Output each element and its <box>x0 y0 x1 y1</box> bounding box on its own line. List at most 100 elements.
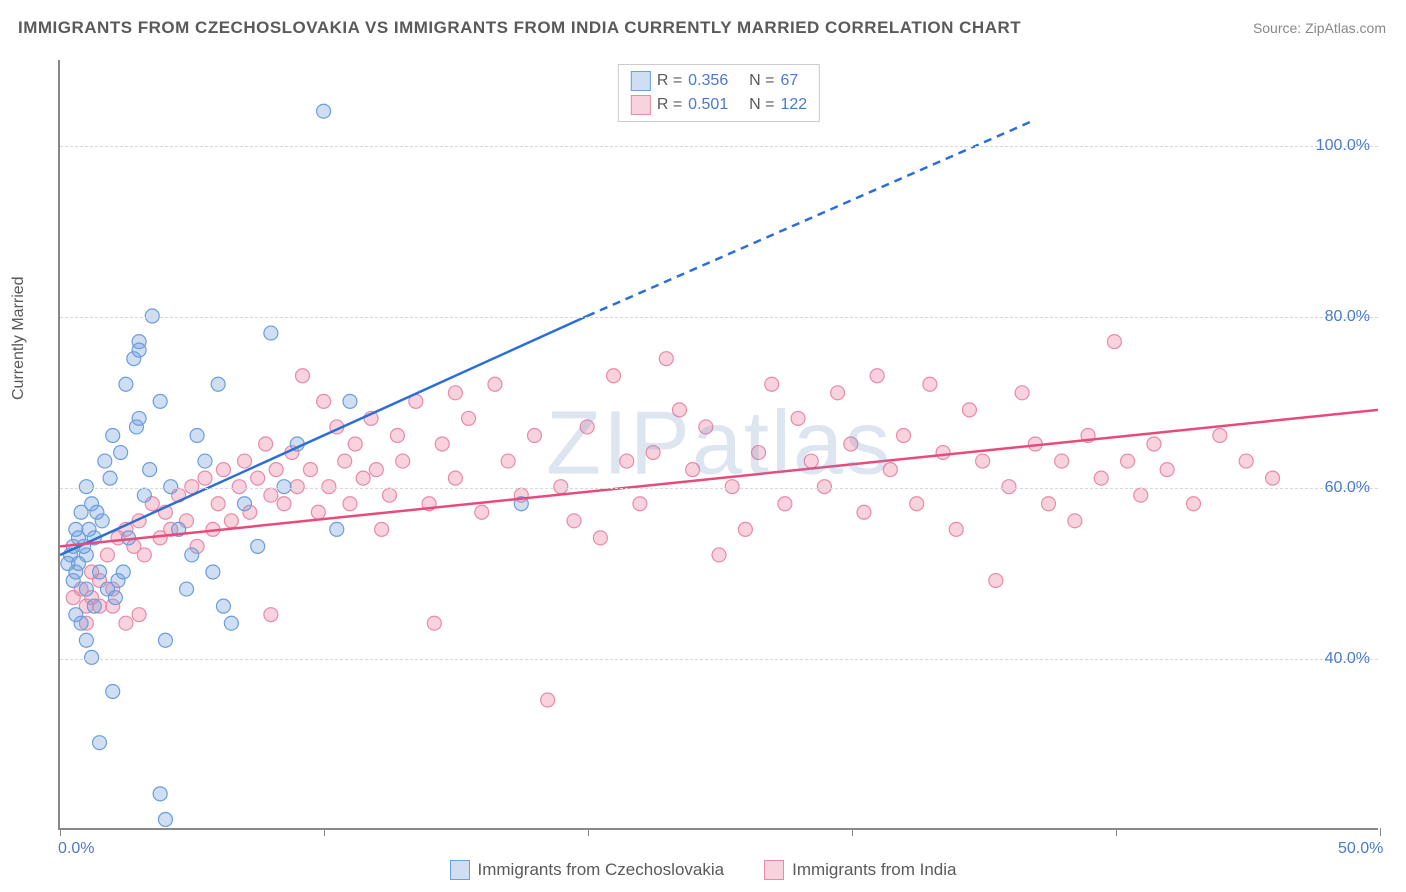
scatter-point <box>93 574 107 588</box>
top-legend: R =0.356 N = 67R =0.501 N =122 <box>618 64 820 122</box>
scatter-point <box>132 514 146 528</box>
scatter-point <box>269 463 283 477</box>
scatter-point <box>137 548 151 562</box>
scatter-point <box>752 446 766 460</box>
y-tick-label: 80.0% <box>1325 308 1370 326</box>
scatter-point <box>1121 454 1135 468</box>
scatter-point <box>633 497 647 511</box>
x-tick <box>60 828 61 836</box>
scatter-point <box>264 488 278 502</box>
x-tick <box>1116 828 1117 836</box>
scatter-point <box>778 497 792 511</box>
top-legend-row: R =0.356 N = 67 <box>631 69 807 93</box>
scatter-point <box>311 505 325 519</box>
scatter-point <box>85 591 99 605</box>
scatter-point <box>66 539 80 553</box>
scatter-point <box>791 411 805 425</box>
scatter-point <box>580 420 594 434</box>
scatter-point <box>180 582 194 596</box>
scatter-point <box>87 599 101 613</box>
scatter-point <box>765 377 779 391</box>
scatter-point <box>158 505 172 519</box>
scatter-point <box>330 420 344 434</box>
scatter-point <box>1094 471 1108 485</box>
scatter-point <box>514 497 528 511</box>
scatter-point <box>93 736 107 750</box>
scatter-point <box>206 565 220 579</box>
scatter-point <box>114 446 128 460</box>
x-tick <box>324 828 325 836</box>
scatter-point <box>448 386 462 400</box>
scatter-point <box>870 369 884 383</box>
scatter-point <box>567 514 581 528</box>
scatter-point <box>883 463 897 477</box>
scatter-point <box>699 420 713 434</box>
scatter-point <box>100 582 114 596</box>
scatter-point <box>79 633 93 647</box>
scatter-point <box>190 539 204 553</box>
scatter-point <box>1068 514 1082 528</box>
scatter-point <box>158 633 172 647</box>
scatter-point <box>1015 386 1029 400</box>
scatter-point <box>672 403 686 417</box>
scatter-point <box>448 471 462 485</box>
scatter-point <box>264 608 278 622</box>
gridline <box>60 146 1378 147</box>
legend-label: Immigrants from India <box>792 860 956 880</box>
gridline <box>60 659 1378 660</box>
scatter-point <box>85 650 99 664</box>
scatter-point <box>79 599 93 613</box>
scatter-point <box>1081 428 1095 442</box>
scatter-point <box>132 335 146 349</box>
scatter-point <box>923 377 937 391</box>
scatter-point <box>111 574 125 588</box>
scatter-point <box>66 574 80 588</box>
regression-line <box>60 410 1378 547</box>
y-tick-label: 40.0% <box>1325 650 1370 668</box>
scatter-point <box>77 539 91 553</box>
scatter-point <box>119 616 133 630</box>
scatter-point <box>910 497 924 511</box>
scatter-point <box>285 446 299 460</box>
scatter-point <box>251 539 265 553</box>
scatter-point <box>343 497 357 511</box>
scatter-point <box>488 377 502 391</box>
scatter-point <box>364 411 378 425</box>
scatter-point <box>106 599 120 613</box>
scatter-point <box>348 437 362 451</box>
scatter-point <box>71 556 85 570</box>
scatter-point <box>290 437 304 451</box>
scatter-point <box>1107 335 1121 349</box>
scatter-point <box>390 428 404 442</box>
scatter-point <box>132 608 146 622</box>
scatter-point <box>106 684 120 698</box>
scatter-point <box>206 522 220 536</box>
scatter-point <box>79 616 93 630</box>
scatter-point <box>153 394 167 408</box>
scatter-point <box>145 497 159 511</box>
scatter-point <box>64 548 78 562</box>
scatter-point <box>738 522 752 536</box>
scatter-point <box>82 522 96 536</box>
bottom-legend: Immigrants from Czechoslovakia Immigrants… <box>0 860 1406 880</box>
scatter-point <box>98 454 112 468</box>
scatter-point <box>211 497 225 511</box>
scatter-point <box>69 565 83 579</box>
scatter-point <box>232 480 246 494</box>
scatter-point <box>111 531 125 545</box>
legend-item: Immigrants from Czechoslovakia <box>450 860 725 880</box>
scatter-point <box>989 574 1003 588</box>
scatter-point <box>375 522 389 536</box>
legend-swatch <box>764 860 784 880</box>
scatter-point <box>259 437 273 451</box>
scatter-point <box>132 343 146 357</box>
scatter-point <box>343 394 357 408</box>
scatter-point <box>106 582 120 596</box>
x-tick-label: 0.0% <box>58 840 94 858</box>
scatter-point <box>180 514 194 528</box>
scatter-point <box>712 548 726 562</box>
x-tick-label: 50.0% <box>1338 840 1383 858</box>
scatter-point <box>158 812 172 826</box>
scatter-point <box>686 463 700 477</box>
scatter-point <box>108 591 122 605</box>
